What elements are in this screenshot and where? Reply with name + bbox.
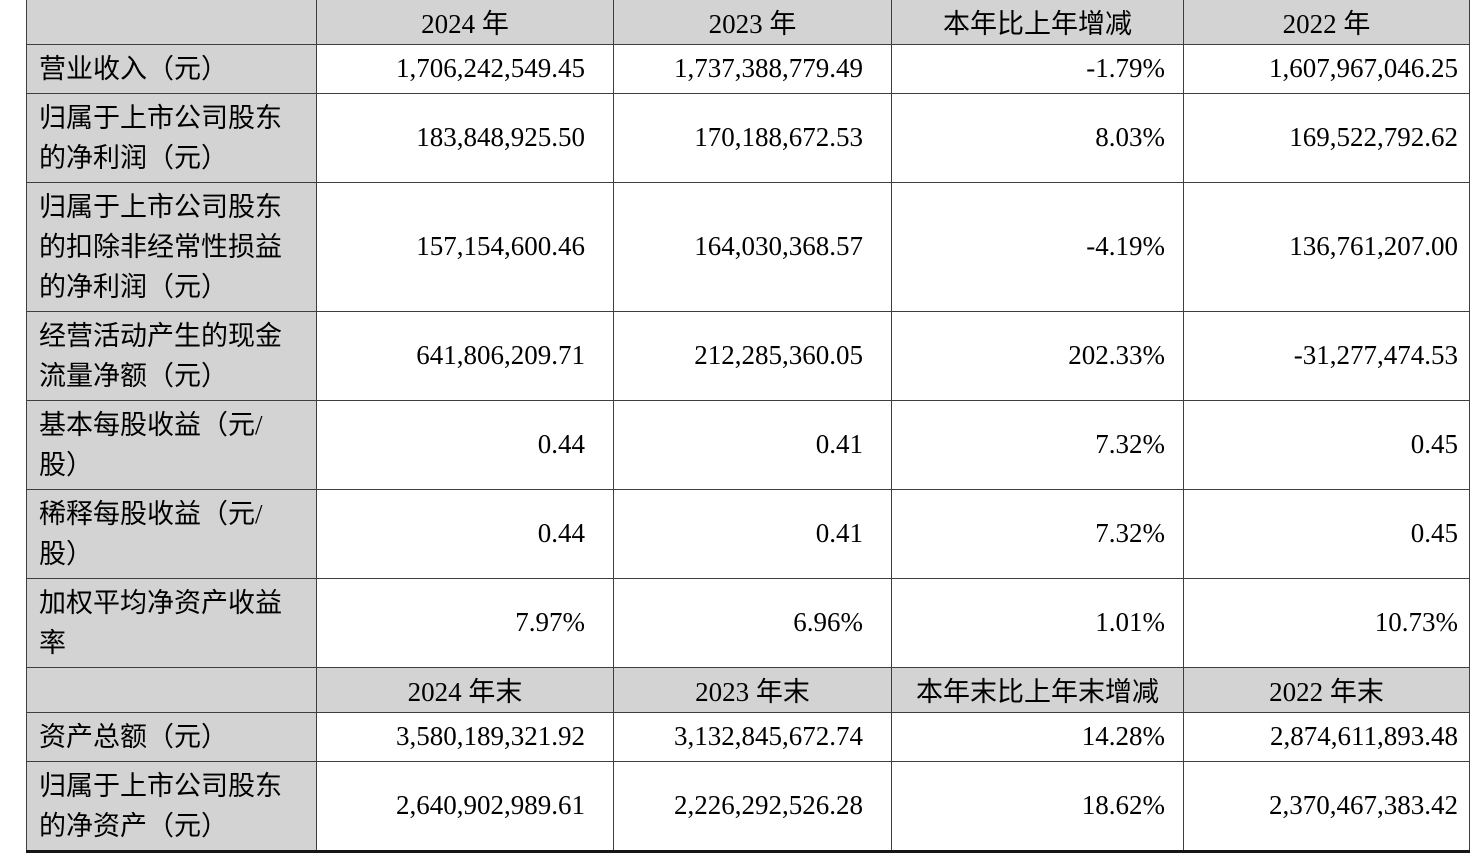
financial-summary-table: 2024 年 2023 年 本年比上年增减 2022 年 营业收入（元） 1,7…	[26, 0, 1470, 853]
period-end-header-row: 2024 年末 2023 年末 本年末比上年末增减 2022 年末	[26, 666, 1470, 713]
value-change: 18.62%	[891, 760, 1184, 852]
value-2023: 0.41	[613, 399, 892, 490]
value-2023: 170,188,672.53	[613, 92, 892, 183]
header-end-2024: 2024 年末	[316, 666, 614, 713]
header-end-yoy-change: 本年末比上年末增减	[891, 666, 1184, 713]
value-2023: 3,132,845,672.74	[613, 711, 892, 762]
value-2022: 0.45	[1183, 488, 1470, 579]
financial-summary-section: 2024 年 2023 年 本年比上年增减 2022 年 营业收入（元） 1,7…	[26, 0, 1470, 853]
header-year-2024: 2024 年	[316, 0, 614, 45]
metric-label: 归属于上市公司股东 的扣除非经常性损益 的净利润（元）	[26, 181, 317, 312]
value-2023: 0.41	[613, 488, 892, 579]
value-2024: 1,706,242,549.45	[316, 43, 614, 94]
value-2022: 10.73%	[1183, 577, 1470, 668]
metric-label: 资产总额（元）	[26, 711, 317, 762]
value-change: -4.19%	[891, 181, 1184, 312]
value-2024: 183,848,925.50	[316, 92, 614, 183]
metric-label: 营业收入（元）	[26, 43, 317, 94]
metric-label: 稀释每股收益（元/ 股）	[26, 488, 317, 579]
row-basic-eps: 基本每股收益（元/ 股） 0.44 0.41 7.32% 0.45	[26, 399, 1470, 490]
value-change: 202.33%	[891, 310, 1184, 401]
row-net-assets-attributable: 归属于上市公司股东 的净资产（元） 2,640,902,989.61 2,226…	[26, 760, 1470, 852]
value-2024: 641,806,209.71	[316, 310, 614, 401]
value-change: 1.01%	[891, 577, 1184, 668]
value-2022: 0.45	[1183, 399, 1470, 490]
row-weighted-avg-roe: 加权平均净资产收益 率 7.97% 6.96% 1.01% 10.73%	[26, 577, 1470, 668]
value-2022: 136,761,207.00	[1183, 181, 1470, 312]
period-header-row: 2024 年 2023 年 本年比上年增减 2022 年	[26, 0, 1470, 45]
value-change: 7.32%	[891, 488, 1184, 579]
value-2023: 164,030,368.57	[613, 181, 892, 312]
value-change: 8.03%	[891, 92, 1184, 183]
value-2022: 2,370,467,383.42	[1183, 760, 1470, 852]
header-empty-cell	[26, 0, 317, 45]
value-2024: 0.44	[316, 399, 614, 490]
header-end-2022: 2022 年末	[1183, 666, 1470, 713]
header-end-2023: 2023 年末	[613, 666, 892, 713]
header-year-2022: 2022 年	[1183, 0, 1470, 45]
value-2024: 7.97%	[316, 577, 614, 668]
metric-label: 归属于上市公司股东 的净利润（元）	[26, 92, 317, 183]
row-diluted-eps: 稀释每股收益（元/ 股） 0.44 0.41 7.32% 0.45	[26, 488, 1470, 579]
row-operating-cash-flow: 经营活动产生的现金 流量净额（元） 641,806,209.71 212,285…	[26, 310, 1470, 401]
value-change: 14.28%	[891, 711, 1184, 762]
value-2023: 2,226,292,526.28	[613, 760, 892, 852]
value-2022: 2,874,611,893.48	[1183, 711, 1470, 762]
header-year-2023: 2023 年	[613, 0, 892, 45]
row-operating-revenue: 营业收入（元） 1,706,242,549.45 1,737,388,779.4…	[26, 43, 1470, 94]
header-yoy-change: 本年比上年增减	[891, 0, 1184, 45]
value-2023: 1,737,388,779.49	[613, 43, 892, 94]
value-2024: 2,640,902,989.61	[316, 760, 614, 852]
value-2023: 6.96%	[613, 577, 892, 668]
metric-label: 归属于上市公司股东 的净资产（元）	[26, 760, 317, 852]
row-net-profit-excl-nonrecurring: 归属于上市公司股东 的扣除非经常性损益 的净利润（元） 157,154,600.…	[26, 181, 1470, 312]
value-2022: 1,607,967,046.25	[1183, 43, 1470, 94]
value-2022: -31,277,474.53	[1183, 310, 1470, 401]
metric-label: 加权平均净资产收益 率	[26, 577, 317, 668]
value-2024: 157,154,600.46	[316, 181, 614, 312]
row-total-assets: 资产总额（元） 3,580,189,321.92 3,132,845,672.7…	[26, 711, 1470, 762]
metric-label: 基本每股收益（元/ 股）	[26, 399, 317, 490]
row-net-profit-attributable: 归属于上市公司股东 的净利润（元） 183,848,925.50 170,188…	[26, 92, 1470, 183]
value-change: -1.79%	[891, 43, 1184, 94]
value-2022: 169,522,792.62	[1183, 92, 1470, 183]
value-2024: 3,580,189,321.92	[316, 711, 614, 762]
value-change: 7.32%	[891, 399, 1184, 490]
value-2023: 212,285,360.05	[613, 310, 892, 401]
value-2024: 0.44	[316, 488, 614, 579]
metric-label: 经营活动产生的现金 流量净额（元）	[26, 310, 317, 401]
header-empty-cell	[26, 666, 317, 713]
